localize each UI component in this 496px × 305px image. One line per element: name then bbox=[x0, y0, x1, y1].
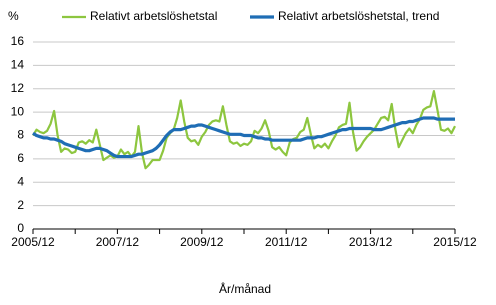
x-tick-label: 2015/12 bbox=[433, 235, 477, 249]
y-tick-label: 0 bbox=[17, 221, 24, 235]
line bbox=[32, 116, 455, 159]
y-tick-label: 12 bbox=[11, 81, 25, 95]
y-tick-label: 4 bbox=[17, 174, 24, 188]
x-axis-label: År/månad bbox=[219, 281, 271, 296]
y-tick-label: 16 bbox=[11, 34, 25, 48]
legend-label: Relativt arbetslöshetstal, trend bbox=[278, 9, 439, 23]
legend-label: Relativt arbetslöshetstal bbox=[90, 9, 217, 23]
x-tick-label: 2009/12 bbox=[180, 235, 224, 249]
line bbox=[32, 89, 456, 170]
x-tick-label: 2011/12 bbox=[265, 235, 308, 249]
x-tick-label: 2007/12 bbox=[96, 235, 140, 249]
y-tick-label: 6 bbox=[17, 151, 24, 165]
x-tick-label: 2013/12 bbox=[349, 235, 393, 249]
x-tick-label: 2005/12 bbox=[11, 235, 55, 249]
y-tick-label: 8 bbox=[17, 128, 24, 142]
y-tick-label: 2 bbox=[17, 198, 24, 212]
y-axis-label: % bbox=[8, 9, 19, 23]
y-tick-label: 14 bbox=[11, 58, 25, 72]
y-tick-label: 10 bbox=[11, 104, 25, 118]
